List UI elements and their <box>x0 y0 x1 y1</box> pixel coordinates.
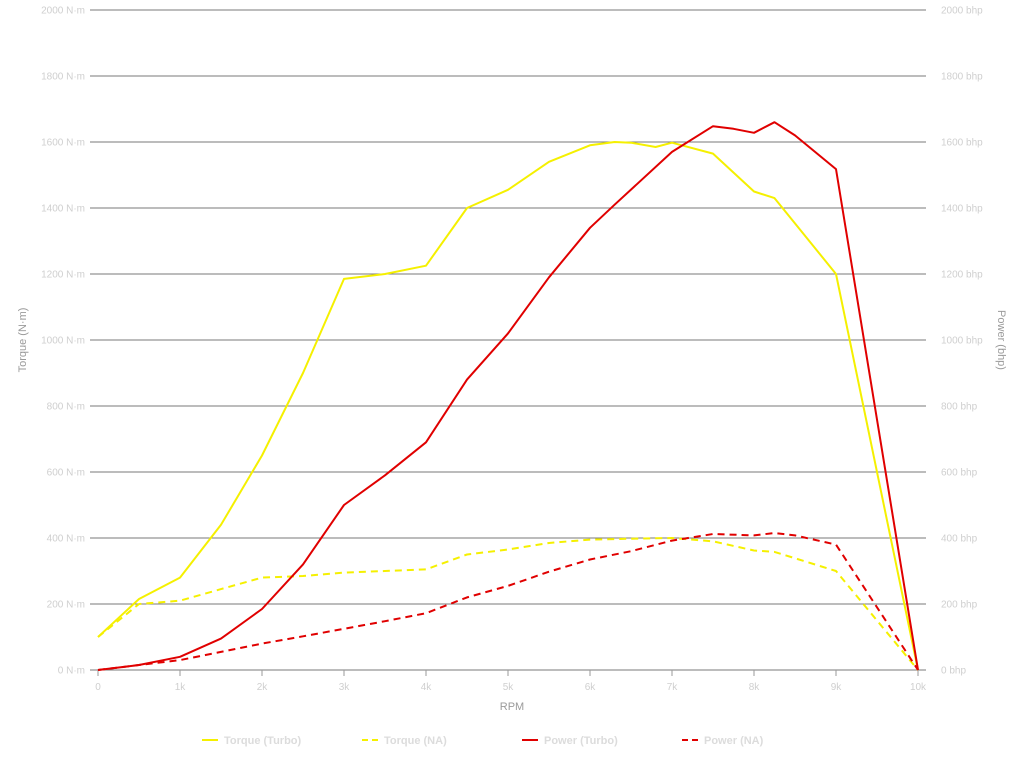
y-left-tick-label: 1600 N·m <box>41 138 85 149</box>
y-right-tick-label: 400 bhp <box>941 534 978 545</box>
series-line-torque-turbo <box>97 141 919 671</box>
legend-label: Torque (Turbo) <box>224 735 302 747</box>
x-axis-title: RPM <box>500 701 524 713</box>
legend-item-power-na[interactable]: Power (NA) <box>682 735 764 747</box>
legend-label: Power (NA) <box>704 735 764 747</box>
right-axis-ticks: 0 bhp 200 bhp 400 bhp 600 bhp 800 bhp 1000 bh… <box>941 6 983 677</box>
y-left-tick-label: 800 N·m <box>47 402 85 413</box>
y-left-tick-label: 1200 N·m <box>41 270 85 281</box>
x-tick-label: 8k <box>749 682 761 693</box>
y-left-tick-label: 600 N·m <box>47 468 85 479</box>
y-right-tick-label: 1600 bhp <box>941 138 983 149</box>
x-tick-label: 7k <box>667 682 679 693</box>
series-lines <box>97 121 919 671</box>
grid-lines <box>90 9 926 671</box>
y-left-tick-label: 1400 N·m <box>41 204 85 215</box>
y-left-tick-label: 0 N·m <box>58 666 85 677</box>
x-tick-label: 1k <box>175 682 187 693</box>
x-tick-label: 9k <box>831 682 843 693</box>
legend-item-power-turbo[interactable]: Power (Turbo) <box>522 735 618 747</box>
legend: Torque (Turbo) Torque (NA) Power (Turbo)… <box>202 735 764 747</box>
x-axis-ticks: 0 1k 2k 3k 4k 5k 6k 7k 8k 9k 10k <box>95 670 927 693</box>
legend-label: Torque (NA) <box>384 735 447 747</box>
left-axis-ticks: 0 N·m 200 N·m 400 N·m 600 N·m 800 N·m 1000 N·… <box>41 6 85 677</box>
x-tick-label: 2k <box>257 682 269 693</box>
y-left-tick-label: 200 N·m <box>47 600 85 611</box>
y-right-tick-label: 200 bhp <box>941 600 978 611</box>
x-tick-label: 6k <box>585 682 597 693</box>
right-axis-title: Power (bhp) <box>995 310 1007 370</box>
y-right-tick-label: 1400 bhp <box>941 204 983 215</box>
y-right-tick-label: 2000 bhp <box>941 6 983 17</box>
x-tick-label: 4k <box>421 682 433 693</box>
series-line-power-turbo <box>97 121 919 671</box>
y-right-tick-label: 800 bhp <box>941 402 978 413</box>
y-right-tick-label: 600 bhp <box>941 468 978 479</box>
legend-item-torque-na[interactable]: Torque (NA) <box>362 735 447 747</box>
x-tick-label: 3k <box>339 682 351 693</box>
x-tick-label: 0 <box>95 682 101 693</box>
y-right-tick-label: 0 bhp <box>941 666 966 677</box>
y-right-tick-label: 1200 bhp <box>941 270 983 281</box>
y-right-tick-label: 1000 bhp <box>941 336 983 347</box>
left-axis-title: Torque (N·m) <box>17 308 29 373</box>
x-tick-label: 10k <box>910 682 927 693</box>
y-right-tick-label: 1800 bhp <box>941 72 983 83</box>
series-line-power-na <box>97 532 919 671</box>
y-left-tick-label: 2000 N·m <box>41 6 85 17</box>
y-left-tick-label: 1800 N·m <box>41 72 85 83</box>
legend-item-torque-turbo[interactable]: Torque (Turbo) <box>202 735 302 747</box>
y-left-tick-label: 400 N·m <box>47 534 85 545</box>
x-tick-label: 5k <box>503 682 515 693</box>
legend-label: Power (Turbo) <box>544 735 618 747</box>
y-left-tick-label: 1000 N·m <box>41 336 85 347</box>
